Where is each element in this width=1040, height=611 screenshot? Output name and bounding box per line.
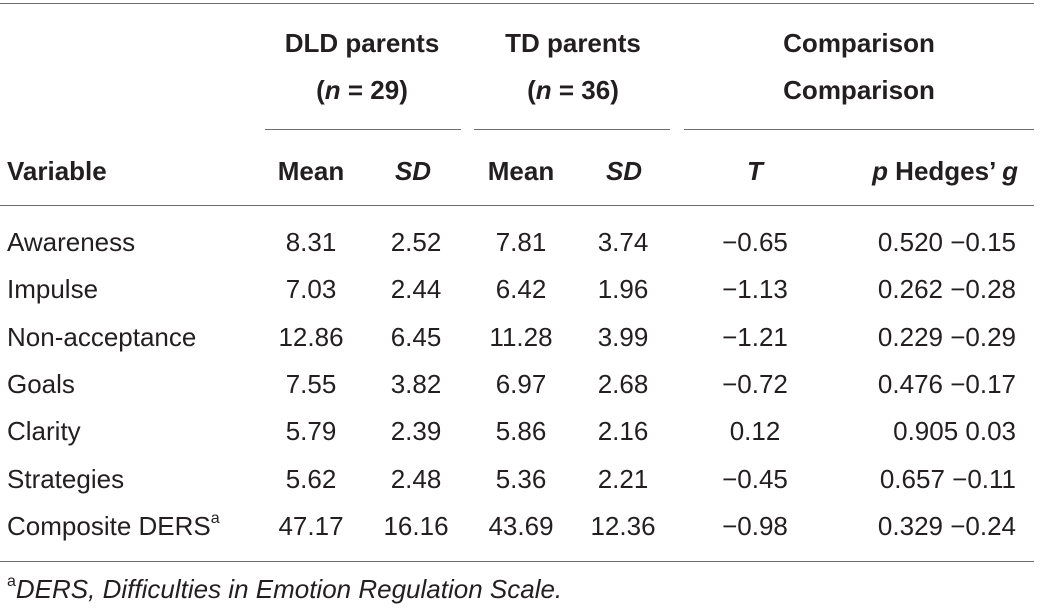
col-td-sd: SD [605,156,643,186]
comparison-title-1: Comparison [783,28,935,58]
cell-t: 0.12 [729,416,781,446]
cell-td-mean: 11.28 [489,322,553,352]
col-t: T [747,156,763,186]
cell-dld-sd: 3.82 [390,369,442,399]
cell-td-mean: 5.86 [495,416,547,446]
cell-t: −0.72 [722,369,788,399]
n-symbol: n [535,75,552,105]
cell-dld-mean: 12.86 [278,322,344,352]
cell-p-hedges: 0.329 −0.24 [877,511,1016,541]
cell-td-sd: 2.16 [597,416,649,446]
dld-group-underline [265,129,461,130]
cell-td-sd: 2.68 [597,369,649,399]
cell-dld-sd: 16.16 [383,511,449,541]
col-td-mean: Mean [487,156,555,186]
dld-group-title: DLD parents [284,28,440,58]
col-variable: Variable [7,156,107,186]
cell-p-hedges: 0.905 0.03 [893,416,1016,446]
header-bottom-rule [0,205,1034,206]
col-dld-sd: SD [394,156,432,186]
cell-t: −1.21 [722,322,788,352]
cell-p-hedges: 0.520 −0.15 [877,227,1016,257]
cell-t: −0.65 [722,227,788,257]
cell-td-mean: 43.69 [488,511,554,541]
cell-p-hedges: 0.476 −0.17 [877,369,1016,399]
cell-variable: Composite DERSa [7,510,220,541]
footnote-text: DERS, Difficulties in Emotion Regulation… [15,574,563,604]
cell-dld-mean: 5.62 [285,464,337,494]
n-symbol: n [324,75,341,105]
cell-t: −1.13 [722,274,788,304]
cell-td-sd: 3.74 [597,227,649,257]
cell-td-mean: 7.81 [495,227,547,257]
comparison-title-2: Comparison [783,75,935,105]
footnote-marker: a [7,573,16,590]
cell-td-mean: 6.42 [495,274,547,304]
cell-p-hedges: 0.262 −0.28 [877,274,1016,304]
td-group-underline [474,129,670,130]
cell-t: −0.45 [722,464,788,494]
cell-variable: Awareness [7,227,136,257]
cell-td-mean: 5.36 [495,464,547,494]
cell-variable: Non-acceptance [7,322,197,352]
cell-variable: Goals [7,369,75,399]
cell-variable: Clarity [7,416,81,446]
cell-td-sd: 2.21 [597,464,649,494]
cell-variable: Impulse [7,274,99,304]
cell-dld-sd: 2.52 [390,227,442,257]
td-group-n: (n = 36) [527,75,619,105]
cell-dld-sd: 2.44 [390,274,442,304]
footnote-ref: a [210,510,220,527]
col-dld-mean: Mean [277,156,345,186]
cell-td-sd: 12.36 [590,511,656,541]
cell-td-sd: 1.96 [597,274,649,304]
table-bottom-rule [0,561,1034,562]
cell-dld-sd: 2.39 [390,416,442,446]
cell-variable: Strategies [7,464,125,494]
cell-dld-mean: 7.55 [285,369,337,399]
cell-dld-mean: 47.17 [278,511,344,541]
comparison-group-underline [684,129,1034,130]
cell-dld-mean: 8.31 [285,227,337,257]
cell-td-sd: 3.99 [597,322,649,352]
td-group-title: TD parents [505,28,641,58]
top-rule [0,3,1034,4]
cell-t: −0.98 [722,511,788,541]
footnote: aDERS, Difficulties in Emotion Regulatio… [7,573,563,604]
cell-p-hedges: 0.657 −0.11 [879,464,1016,494]
cell-td-mean: 6.97 [495,369,547,399]
cell-dld-sd: 6.45 [390,322,442,352]
cell-dld-sd: 2.48 [390,464,442,494]
col-p-hedges: p Hedges’ g [872,156,1018,186]
cell-dld-mean: 7.03 [285,274,337,304]
dld-group-n: (n = 29) [316,75,408,105]
cell-dld-mean: 5.79 [285,416,337,446]
cell-p-hedges: 0.229 −0.29 [877,322,1016,352]
